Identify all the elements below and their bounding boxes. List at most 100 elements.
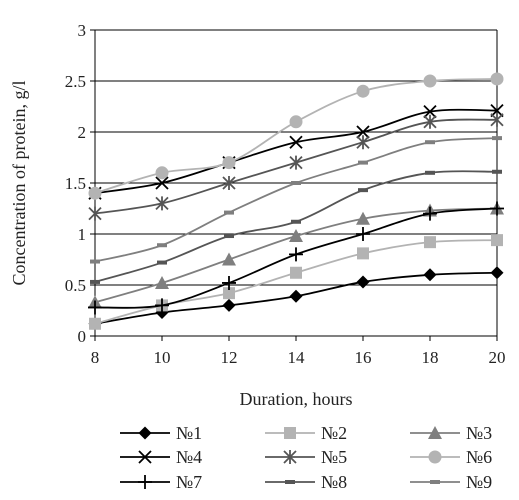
y-tick-label: 1 [78, 225, 87, 244]
legend-label: №6 [466, 447, 492, 467]
data-point-s3-1 [155, 275, 169, 289]
data-point-s1-2 [222, 298, 236, 312]
legend-marker [285, 480, 295, 484]
data-point-s1-5 [423, 268, 437, 282]
x-tick-label: 14 [288, 348, 306, 367]
series-line-8 [94, 170, 498, 283]
data-point-s5-0 [88, 206, 102, 221]
data-point-s6-1 [155, 166, 169, 180]
series-5 [88, 112, 504, 221]
data-point-s7-1 [155, 298, 169, 313]
data-point-s6-6 [490, 72, 504, 86]
data-point-s4-1 [155, 176, 169, 190]
series-9 [90, 136, 502, 264]
series-8 [90, 169, 502, 284]
y-axis-title: Concentration of protein, g/l [9, 81, 29, 286]
data-point-s3-2 [222, 252, 236, 266]
data-point-s4-5 [423, 104, 437, 119]
x-tick-label: 10 [154, 348, 171, 367]
legend-marker [428, 426, 442, 439]
legend-label: №5 [321, 447, 347, 467]
legend-label: №8 [321, 472, 347, 492]
series-6 [88, 72, 504, 200]
data-point-s5-1 [155, 196, 169, 211]
data-point-s9-2 [224, 210, 234, 215]
legend-marker [138, 475, 152, 489]
legend-marker [138, 450, 152, 464]
data-point-s2-3 [290, 266, 302, 279]
data-point-s8-6 [492, 169, 502, 174]
legend-item-2: №2 [265, 423, 347, 443]
data-point-s8-4 [358, 188, 368, 193]
legend-label: №2 [321, 423, 347, 443]
data-point-s5-2 [222, 176, 236, 190]
x-tick-label: 16 [355, 348, 372, 367]
legend-marker [430, 480, 440, 484]
y-tick-label: 0.5 [65, 276, 86, 295]
data-point-s3-4 [356, 211, 370, 225]
legend-marker [283, 450, 297, 464]
data-point-s3-3 [289, 229, 303, 243]
legend-marker [138, 426, 152, 440]
series-layer [88, 72, 504, 331]
data-point-s5-6 [490, 112, 504, 127]
legend-item-8: №8 [265, 472, 347, 492]
legend-marker [428, 450, 442, 464]
data-point-s9-3 [291, 181, 301, 185]
data-point-s7-2 [222, 275, 236, 290]
data-point-s8-2 [224, 234, 234, 239]
data-point-s8-3 [291, 219, 301, 224]
data-point-s7-4 [356, 227, 370, 241]
legend-item-5: №5 [265, 447, 347, 467]
legend-label: №4 [176, 447, 202, 467]
y-tick-label: 1.5 [65, 174, 86, 193]
series-7 [88, 201, 504, 315]
tick-labels: 0 0.5 1 1.5 2 2.5 3 8 10 12 14 16 18 20 [65, 21, 506, 367]
data-point-s9-4 [358, 160, 368, 165]
data-point-s6-2 [222, 156, 236, 170]
data-point-s1-4 [356, 275, 370, 289]
data-point-s8-5 [425, 170, 435, 175]
legend-label: №3 [466, 423, 492, 443]
data-point-s5-3 [289, 155, 303, 170]
y-tick-label: 0 [78, 327, 87, 346]
data-point-s2-5 [424, 236, 436, 249]
legend-item-9: №9 [410, 472, 492, 492]
series-line-6 [94, 78, 498, 195]
data-point-s9-5 [425, 140, 435, 145]
axes [90, 29, 498, 341]
legend-item-3: №3 [410, 423, 492, 443]
legend-item-6: №6 [410, 447, 492, 467]
data-point-s2-4 [357, 247, 369, 260]
data-point-s1-3 [289, 289, 303, 303]
legend: №1 №2 №3 №4 №5 №6 №7 №8 №9 [120, 423, 492, 492]
legend-label: №1 [176, 423, 202, 443]
data-point-s6-5 [423, 74, 437, 88]
legend-item-1: №1 [120, 423, 202, 443]
data-point-s7-0 [88, 300, 102, 315]
data-point-s7-6 [490, 201, 504, 216]
x-tick-label: 12 [221, 348, 238, 367]
legend-item-7: №7 [120, 472, 202, 492]
legend-item-4: №4 [120, 447, 202, 467]
data-point-s8-1 [157, 260, 167, 265]
x-axis-title: Duration, hours [240, 389, 353, 409]
data-point-s9-1 [157, 243, 167, 248]
data-point-s9-6 [492, 136, 502, 141]
data-point-s4-4 [356, 125, 370, 139]
x-tick-label: 18 [422, 348, 439, 367]
y-tick-label: 2 [78, 123, 87, 142]
legend-label: №7 [176, 472, 202, 492]
y-tick-label: 2.5 [65, 72, 86, 91]
data-point-s5-5 [423, 114, 437, 129]
data-point-s6-3 [289, 115, 303, 129]
data-point-s9-0 [90, 259, 100, 264]
data-point-s5-4 [356, 135, 370, 150]
data-point-s1-6 [490, 266, 504, 280]
data-point-s8-0 [90, 279, 100, 284]
data-point-s4-3 [289, 135, 303, 149]
data-point-s2-0 [89, 317, 101, 330]
legend-label: №9 [466, 472, 492, 492]
data-point-s2-2 [223, 287, 235, 300]
